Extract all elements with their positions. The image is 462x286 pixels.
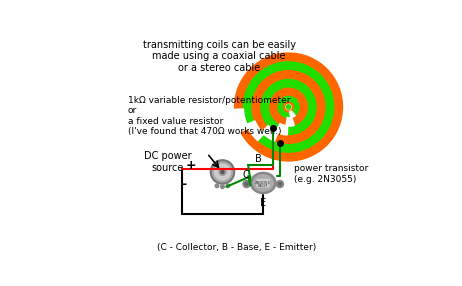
Circle shape (210, 160, 235, 184)
Circle shape (221, 170, 224, 173)
Text: transmitting coils can be easily
made using a coaxial cable
or a stereo cable: transmitting coils can be easily made us… (143, 40, 296, 73)
Circle shape (226, 184, 230, 188)
Circle shape (219, 168, 226, 175)
Text: power transistor
(e.g. 2N3055): power transistor (e.g. 2N3055) (294, 164, 368, 184)
Wedge shape (261, 126, 278, 141)
FancyBboxPatch shape (257, 179, 269, 187)
Text: C: C (242, 170, 249, 180)
Circle shape (213, 162, 232, 182)
Text: 2N3055: 2N3055 (255, 181, 271, 185)
Text: –: – (181, 178, 187, 190)
Text: +: + (186, 159, 196, 172)
Circle shape (243, 180, 250, 188)
Circle shape (286, 104, 291, 110)
Wedge shape (286, 117, 294, 126)
Circle shape (261, 80, 316, 134)
Circle shape (286, 105, 291, 109)
Circle shape (276, 180, 284, 188)
Wedge shape (234, 109, 249, 132)
Circle shape (221, 185, 224, 188)
Circle shape (279, 182, 281, 186)
Wedge shape (276, 124, 288, 135)
Circle shape (252, 71, 325, 143)
Text: E: E (260, 198, 266, 208)
Ellipse shape (253, 175, 273, 191)
Circle shape (214, 164, 231, 180)
Circle shape (284, 102, 293, 112)
Circle shape (243, 62, 334, 152)
Circle shape (235, 53, 342, 161)
Text: 1kΩ variable resistor/potentiometer
or
a fixed value resistor
(I've found that 4: 1kΩ variable resistor/potentiometer or a… (128, 96, 290, 136)
Text: B: B (255, 154, 262, 164)
Circle shape (245, 182, 248, 186)
Circle shape (270, 88, 307, 126)
Text: 8507: 8507 (258, 184, 268, 188)
Circle shape (278, 96, 299, 118)
Wedge shape (290, 111, 295, 118)
Circle shape (215, 184, 219, 188)
Ellipse shape (250, 172, 276, 194)
Text: (C - Collector, B - Base, E - Emitter): (C - Collector, B - Base, E - Emitter) (157, 243, 316, 253)
Wedge shape (246, 121, 264, 141)
Text: DC power
source: DC power source (144, 151, 191, 173)
